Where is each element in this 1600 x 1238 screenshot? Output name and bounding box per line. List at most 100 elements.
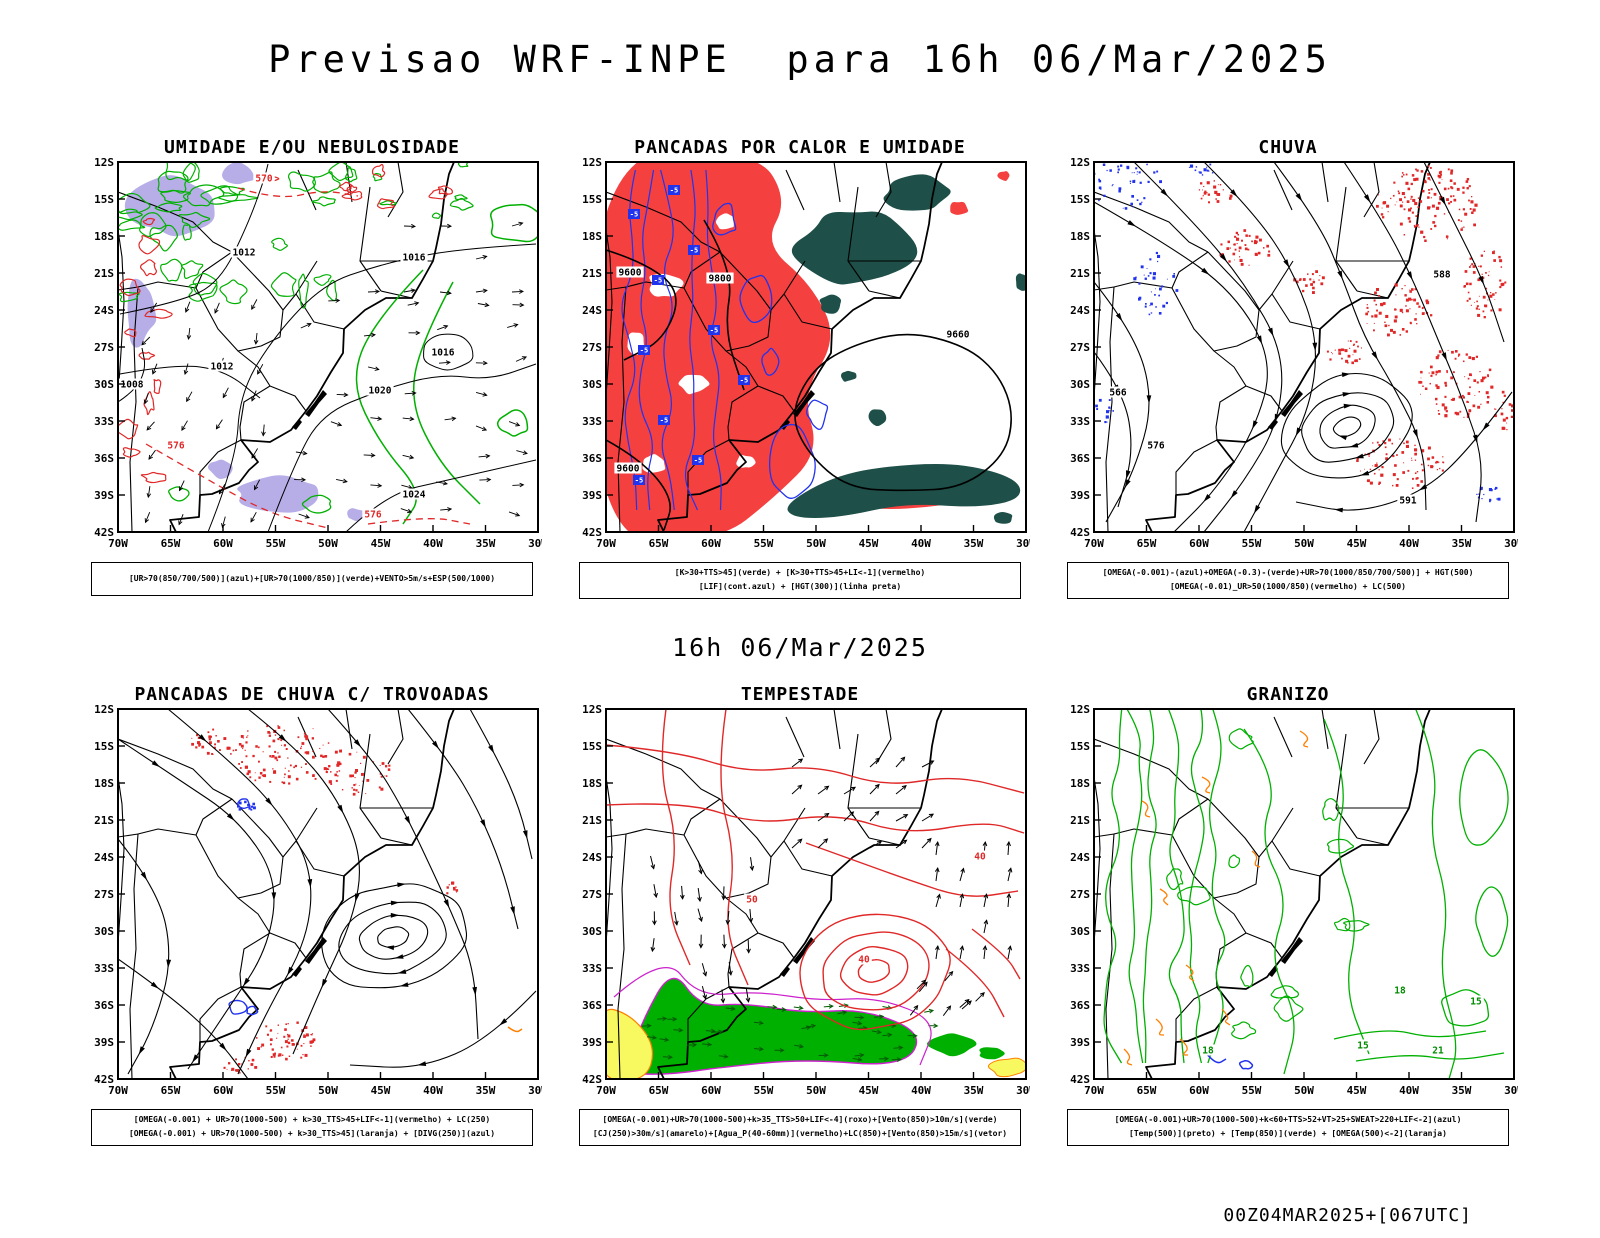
contour-label: 21 xyxy=(1432,1045,1444,1056)
lon-tick-label: 35W xyxy=(476,1084,496,1097)
lat-tick-label: 39S xyxy=(582,489,602,502)
lat-tick-label: 27S xyxy=(1070,888,1090,901)
lat-tick-label: 27S xyxy=(582,888,602,901)
model-run-stamp: 00Z04MAR2025+[067UTC] xyxy=(1223,1205,1472,1226)
caption-line: [OMEGA(-0.001) + UR>70(1000-500) + k>30_… xyxy=(129,1127,495,1141)
contour-label: 576 xyxy=(364,510,381,521)
lat-tick-label: 30S xyxy=(1070,925,1090,938)
lon-tick-label: 50W xyxy=(318,1084,338,1097)
lat-tick-label: 27S xyxy=(582,341,602,354)
contour-label: 9660 xyxy=(947,330,970,341)
lon-tick-label: 70W xyxy=(108,1084,128,1097)
lat-tick-label: 39S xyxy=(1070,489,1090,502)
lat-tick-label: 36S xyxy=(582,452,602,465)
lat-tick-label: 15S xyxy=(582,740,602,753)
lon-tick-label: 50W xyxy=(1294,1084,1314,1097)
lon-tick-label: 50W xyxy=(806,1084,826,1097)
lat-tick-label: 18S xyxy=(582,777,602,790)
lon-tick-label: 45W xyxy=(859,1084,879,1097)
lon-tick-label: 30W xyxy=(1504,537,1518,550)
contour-label: 1016 xyxy=(403,253,426,264)
lat-tick-label: 18S xyxy=(1070,230,1090,243)
lat-tick-label: 15S xyxy=(1070,740,1090,753)
lat-tick-label: 24S xyxy=(1070,851,1090,864)
lat-tick-label: 15S xyxy=(1070,193,1090,206)
lat-tick-label: 21S xyxy=(1070,814,1090,827)
lon-tick-label: 55W xyxy=(754,537,774,550)
lat-tick-label: 30S xyxy=(1070,378,1090,391)
contour-label: 9600 xyxy=(619,268,642,279)
lon-tick-label: 45W xyxy=(371,537,391,550)
contour-label: 1012 xyxy=(211,362,234,373)
caption-line: [OMEGA(-0.001)+UR>70(1000-500)+k<60+TTS>… xyxy=(1115,1113,1462,1127)
panel-title-trovoadas: PANCADAS DE CHUVA C/ TROVOADAS xyxy=(134,684,489,705)
lon-tick-label: 40W xyxy=(423,537,443,550)
contour-label: -5 xyxy=(710,327,718,335)
map-canvas-tempestade: 40405012S15S18S21S24S27S30S33S36S39S42S7… xyxy=(570,705,1030,1105)
lon-tick-label: 40W xyxy=(1399,1084,1419,1097)
lat-tick-label: 21S xyxy=(582,267,602,280)
lon-tick-label: 45W xyxy=(859,537,879,550)
lat-tick-label: 18S xyxy=(94,777,114,790)
lat-tick-label: 30S xyxy=(582,378,602,391)
lon-tick-label: 65W xyxy=(1137,537,1157,550)
panel-title-pancadas-calor: PANCADAS POR CALOR E UMIDADE xyxy=(634,137,965,158)
caption-line: [OMEGA(-0.001)+UR>70(1000-500)+k>35_TTS>… xyxy=(603,1113,998,1127)
caption-box-umidade: [UR>70(850/700/500)](azul)+[UR>70(1000/8… xyxy=(91,562,533,596)
contour-label: 570 xyxy=(255,174,272,185)
lat-tick-label: 30S xyxy=(582,925,602,938)
lon-tick-label: 65W xyxy=(161,537,181,550)
caption-line: [OMEGA(-0.001)-(azul)+OMEGA(-0.3)-(verde… xyxy=(1103,566,1474,580)
lon-tick-label: 35W xyxy=(1452,1084,1472,1097)
lat-tick-label: 30S xyxy=(94,378,114,391)
lat-tick-label: 36S xyxy=(94,999,114,1012)
lat-tick-label: 21S xyxy=(94,814,114,827)
overlay-layer xyxy=(118,709,536,1079)
contour-label: 40 xyxy=(974,851,986,862)
lat-tick-label: 12S xyxy=(94,705,114,716)
lon-tick-label: 45W xyxy=(371,1084,391,1097)
contour-label: 576 xyxy=(1147,441,1164,452)
lon-tick-label: 55W xyxy=(1242,1084,1262,1097)
lat-tick-label: 15S xyxy=(582,193,602,206)
lon-tick-label: 65W xyxy=(1137,1084,1157,1097)
caption-line: [UR>70(850/700/500)](azul)+[UR>70(1000/8… xyxy=(129,572,495,586)
contour-label: 40 xyxy=(858,954,870,965)
lat-tick-label: 24S xyxy=(582,851,602,864)
contour-label: -5 xyxy=(660,417,668,425)
lat-tick-label: 27S xyxy=(94,888,114,901)
lon-tick-label: 30W xyxy=(528,537,542,550)
lat-tick-label: 15S xyxy=(94,193,114,206)
contour-label: 1008 xyxy=(121,380,144,391)
lon-tick-label: 30W xyxy=(1016,537,1030,550)
lon-tick-label: 70W xyxy=(596,1084,616,1097)
lon-tick-label: 65W xyxy=(161,1084,181,1097)
contour-label: 591 xyxy=(1399,496,1416,507)
caption-line: [K>30+TTS>45](verde) + [K>30+TTS>45+LI<-… xyxy=(675,566,925,580)
contour-label: -5 xyxy=(694,457,702,465)
contour-label: 50 xyxy=(746,894,758,905)
lon-tick-label: 45W xyxy=(1347,1084,1367,1097)
caption-box-granizo: [OMEGA(-0.001)+UR>70(1000-500)+k<60+TTS>… xyxy=(1067,1109,1509,1146)
caption-line: [Temp(500)](preto) + [Temp(850)](verde) … xyxy=(1129,1127,1447,1141)
bottom-row: PANCADAS DE CHUVA C/ TROVOADAS 12S 15S 18S… xyxy=(0,684,1600,1146)
contour-label: -5 xyxy=(630,211,638,219)
caption-line: [CJ(250)>30m/s](amarelo)+[Agua_P(40-60mm… xyxy=(593,1127,1007,1141)
lat-tick-label: 33S xyxy=(94,415,114,428)
lat-tick-label: 12S xyxy=(582,705,602,716)
lon-tick-label: 60W xyxy=(1189,1084,1209,1097)
lat-tick-label: 33S xyxy=(94,962,114,975)
lon-tick-label: 55W xyxy=(754,1084,774,1097)
contour-label: 1024 xyxy=(403,490,426,501)
lat-tick-label: 12S xyxy=(1070,158,1090,169)
map-canvas-umidade: 100810121012101610161020102457057657612S… xyxy=(82,158,542,558)
contour-label: 15 xyxy=(1470,996,1482,1007)
lon-tick-label: 30W xyxy=(528,1084,542,1097)
lat-tick-label: 33S xyxy=(1070,962,1090,975)
